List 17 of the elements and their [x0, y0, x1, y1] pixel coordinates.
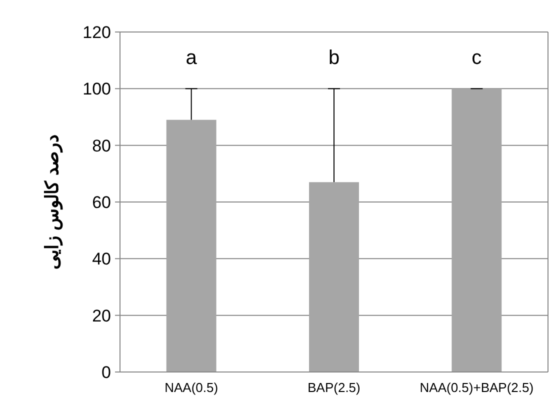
bar: [166, 120, 216, 372]
annotation: b: [328, 47, 340, 69]
annotation: c: [472, 47, 482, 69]
y-axis-title: درصد کالوس زایی: [42, 134, 63, 270]
bar: [309, 182, 359, 372]
x-tick-label: NAA(0.5): [164, 380, 218, 395]
y-tick-label: 100: [82, 80, 111, 99]
y-tick-label: 80: [92, 136, 111, 156]
annotation: a: [186, 47, 198, 69]
x-tick-label: BAP(2.5): [308, 380, 360, 395]
x-tick-label: NAA(0.5)+BAP(2.5): [420, 380, 534, 395]
bar: [452, 88, 502, 372]
y-tick-label: 60: [92, 193, 111, 212]
y-tick-label: 20: [92, 306, 111, 326]
y-tick-label: 120: [82, 23, 111, 42]
y-tick-label: 0: [102, 363, 111, 382]
y-tick-label: 40: [92, 250, 111, 269]
